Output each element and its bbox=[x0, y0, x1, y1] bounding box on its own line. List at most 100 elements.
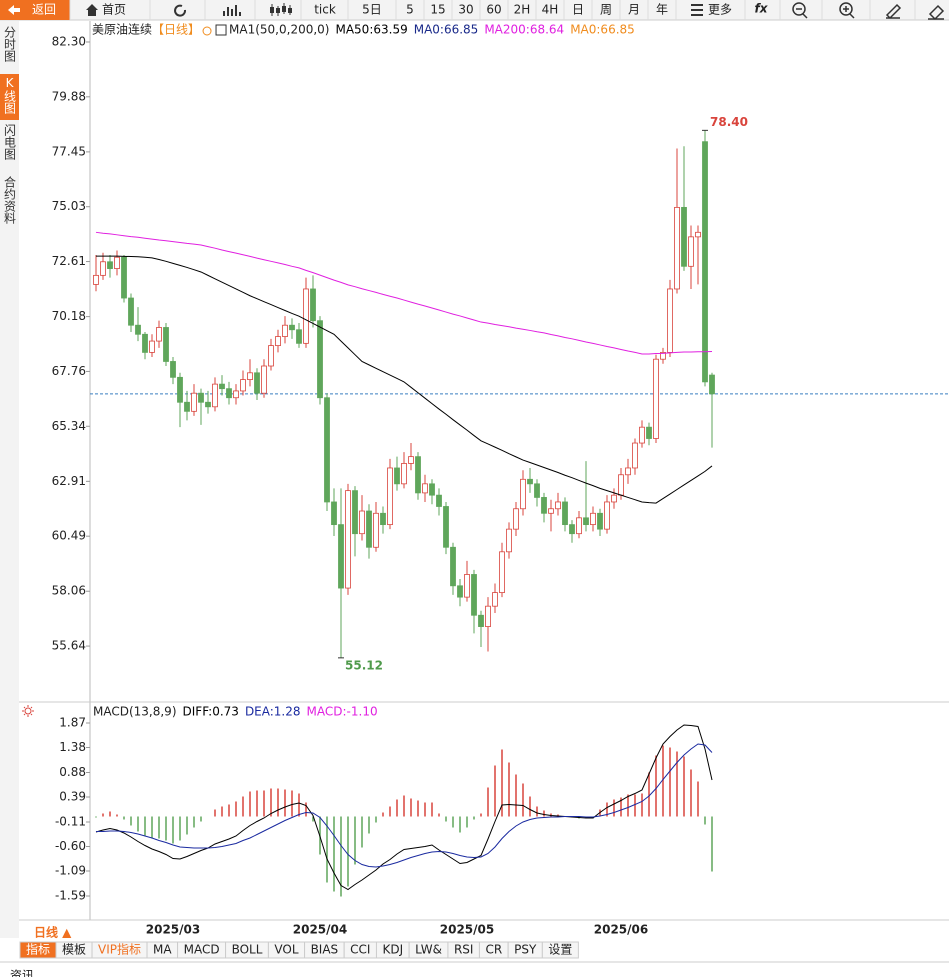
candle-body bbox=[667, 288, 673, 353]
more-button[interactable]: 更多 bbox=[708, 3, 732, 17]
refresh-icon[interactable] bbox=[174, 4, 187, 17]
tab[interactable] bbox=[541, 941, 579, 959]
period-button[interactable]: 周 bbox=[600, 3, 612, 17]
macd-icon-rays bbox=[22, 705, 34, 717]
period-button[interactable]: 月 bbox=[628, 3, 640, 17]
home-label[interactable]: 首页 bbox=[102, 3, 126, 17]
candle-body bbox=[443, 506, 449, 548]
y-tick-label: 0.88 bbox=[59, 765, 86, 779]
y-tick-label: 72.61 bbox=[52, 254, 86, 268]
sidebar-tab[interactable]: 合约资料 bbox=[3, 175, 17, 224]
candle-body bbox=[415, 456, 421, 494]
y-tick-label: 1.87 bbox=[59, 716, 86, 730]
candle-body bbox=[114, 256, 120, 269]
tab-label[interactable]: RSI bbox=[454, 943, 474, 957]
chart-icon[interactable] bbox=[223, 5, 241, 16]
candle-body bbox=[674, 206, 680, 290]
candle-body bbox=[436, 494, 442, 507]
period-button[interactable]: 5 bbox=[406, 3, 414, 17]
candle-body bbox=[163, 327, 169, 362]
tab-label[interactable]: KDJ bbox=[382, 943, 403, 957]
tab-label[interactable]: PSY bbox=[514, 943, 537, 957]
y-tick-label: 1.38 bbox=[59, 740, 86, 754]
tab-label[interactable]: BIAS bbox=[311, 943, 339, 957]
y-tick-label: 79.88 bbox=[52, 89, 86, 103]
line-series bbox=[96, 255, 713, 504]
candle-body bbox=[380, 512, 386, 526]
candle-body bbox=[317, 320, 323, 399]
candle-body bbox=[632, 442, 638, 469]
line-series bbox=[95, 231, 713, 355]
candle-body bbox=[205, 401, 211, 408]
period-button[interactable]: tick bbox=[314, 3, 336, 17]
erase-icon[interactable] bbox=[928, 4, 945, 21]
tab-label[interactable]: VIP指标 bbox=[98, 942, 141, 957]
candle-body bbox=[135, 324, 141, 335]
candle-body bbox=[590, 512, 596, 526]
candle-body bbox=[597, 512, 603, 530]
candle-body bbox=[345, 490, 351, 589]
sidebar-tab[interactable]: K线图 bbox=[3, 76, 17, 114]
tab-label[interactable]: MA bbox=[153, 943, 172, 957]
tab-label[interactable]: 设置 bbox=[548, 943, 572, 957]
candle-body bbox=[562, 501, 568, 526]
y-tick-label: 62.91 bbox=[52, 474, 86, 488]
fx-button[interactable]: fx bbox=[755, 2, 769, 16]
candle-body bbox=[576, 517, 582, 535]
back-button[interactable] bbox=[0, 0, 70, 20]
y-tick-label: 70.18 bbox=[52, 309, 86, 323]
period-selector[interactable]: 日线 ▲ bbox=[34, 925, 72, 940]
candle-body bbox=[660, 352, 666, 360]
sidebar-tab[interactable]: 分时图 bbox=[3, 26, 17, 62]
period-button[interactable]: 5日 bbox=[362, 3, 382, 17]
x-tick-label: 2025/04 bbox=[293, 923, 347, 937]
legend-entry: MACD:-1.10 bbox=[307, 705, 378, 719]
sidebar-tab[interactable]: 闪电图 bbox=[3, 124, 17, 160]
candle-body bbox=[373, 512, 379, 548]
period-button[interactable]: 15 bbox=[430, 3, 445, 17]
candle-body bbox=[464, 574, 470, 598]
y-tick-label: 65.34 bbox=[52, 419, 86, 433]
candle-body bbox=[177, 376, 183, 403]
tab-label[interactable]: BOLL bbox=[232, 943, 263, 957]
back-label[interactable]: 返回 bbox=[32, 3, 56, 17]
candle-body bbox=[121, 256, 127, 299]
tab-label[interactable]: MACD bbox=[184, 943, 220, 957]
candle-body bbox=[709, 374, 715, 395]
period-button[interactable]: 30 bbox=[458, 3, 473, 17]
candle-body bbox=[296, 329, 302, 344]
period-button[interactable]: 4H bbox=[542, 3, 559, 17]
candle-body bbox=[695, 231, 701, 238]
zoom-out-glyph bbox=[796, 8, 808, 19]
candle-body bbox=[107, 261, 113, 269]
high-label: 78.40 bbox=[710, 115, 748, 129]
candle-body bbox=[149, 340, 155, 353]
tab-label[interactable]: LW& bbox=[415, 943, 442, 957]
tab-label[interactable]: 指标 bbox=[26, 942, 50, 957]
tab-label[interactable]: 模板 bbox=[62, 943, 86, 957]
period-button[interactable]: 年 bbox=[656, 3, 668, 17]
candle-body bbox=[289, 324, 295, 331]
candle-body bbox=[527, 478, 533, 485]
candle-body bbox=[422, 483, 428, 494]
candle-icon-bodies bbox=[270, 6, 292, 13]
tab-label[interactable]: CCI bbox=[350, 943, 370, 957]
y-tick-label: 77.45 bbox=[52, 144, 86, 158]
zoom-in-icon[interactable] bbox=[839, 2, 853, 16]
period-button[interactable]: 日 bbox=[572, 3, 584, 17]
zoom-out-icon[interactable] bbox=[792, 2, 806, 16]
candle-body bbox=[303, 288, 309, 344]
period-button[interactable]: 60 bbox=[486, 3, 501, 17]
tab-label[interactable]: VOL bbox=[274, 943, 298, 957]
candle-body bbox=[555, 501, 561, 510]
draw-icon[interactable] bbox=[885, 3, 902, 20]
sidebar-active bbox=[0, 74, 19, 120]
tab-label[interactable]: CR bbox=[485, 943, 502, 957]
period-button[interactable]: 2H bbox=[514, 3, 531, 17]
legend-icon bbox=[215, 24, 227, 36]
candle-body bbox=[233, 390, 239, 399]
candle-body bbox=[681, 206, 687, 267]
candle-body bbox=[394, 467, 400, 485]
footer-tab[interactable]: 资讯 bbox=[10, 969, 34, 977]
